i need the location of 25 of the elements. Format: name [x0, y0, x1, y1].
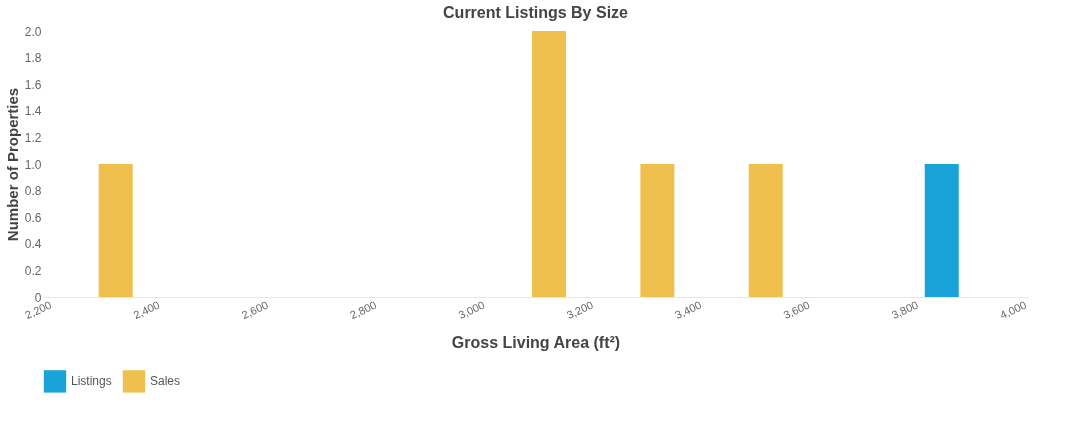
x-tick-label: 2,600 [239, 298, 270, 322]
x-tick-label: 3,200 [564, 298, 595, 322]
y-tick-label: 0.8 [24, 184, 42, 199]
x-axis-title: Gross Living Area (ft²) [451, 334, 621, 352]
y-tick-label: 0.2 [24, 263, 42, 278]
legend-label: Listings [71, 374, 112, 389]
x-tick-label: 4,000 [998, 298, 1029, 322]
x-tick-label: 3,400 [673, 298, 704, 322]
y-tick-label: 1.6 [24, 77, 42, 92]
y-tick-label: 2.0 [24, 24, 42, 39]
y-axis-title: Number of Properties [3, 87, 21, 242]
y-tick-label: 1.4 [24, 104, 42, 119]
y-tick-label: 0 [34, 290, 42, 305]
x-tick-label: 3,600 [781, 298, 812, 322]
y-tick-label: 1.2 [24, 130, 42, 145]
x-tick-label: 3,800 [889, 298, 920, 322]
x-tick-label: 2,400 [131, 298, 162, 322]
x-tick-label: 3,000 [456, 298, 487, 322]
y-tick-label: 1.0 [24, 157, 42, 172]
legend-label: Sales [150, 374, 181, 389]
y-tick-label: 1.8 [24, 51, 42, 66]
chart-title: Current Listings By Size [443, 4, 629, 21]
y-tick-label: 0.6 [24, 210, 42, 225]
y-tick-label: 0.4 [24, 237, 42, 252]
x-tick-label: 2,800 [348, 298, 379, 322]
